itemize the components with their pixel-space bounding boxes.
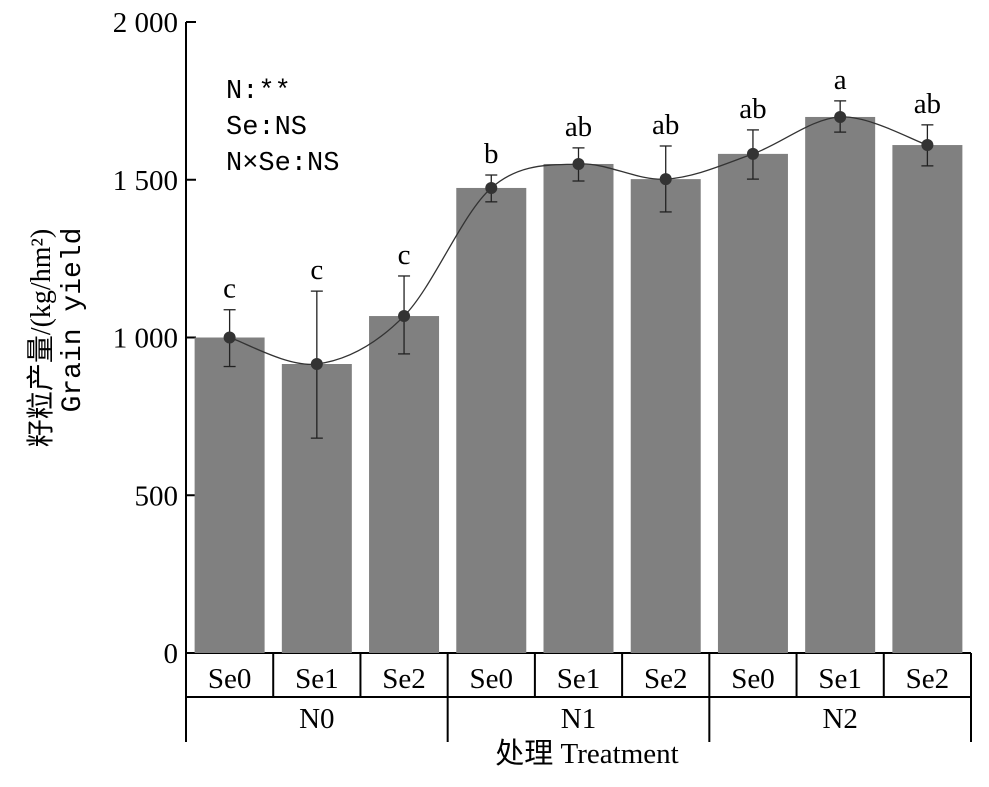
significance-letter: a (834, 64, 847, 96)
annotation-n: N:** (226, 77, 291, 107)
bar (456, 187, 527, 653)
group-label: N1 (561, 703, 596, 735)
significance-letter: ab (914, 88, 941, 120)
bars (194, 116, 963, 654)
significance-letter: ab (652, 109, 679, 141)
bar (369, 316, 440, 653)
y-tick-label: 1 500 (113, 165, 178, 197)
significance-letter: ab (565, 111, 592, 143)
bar (892, 145, 963, 654)
significance-letter: c (398, 239, 411, 271)
y-tick-label: 2 000 (113, 7, 178, 39)
x-tick-label: Se2 (382, 663, 426, 695)
x-tick-label: Se2 (644, 663, 688, 695)
x-tick-label: Se0 (731, 663, 775, 695)
group-label: N0 (299, 703, 334, 735)
annotation-nxse: N×Se:NS (226, 149, 339, 179)
annotation-se: Se:NS (226, 113, 307, 143)
x-tick-label: Se1 (295, 663, 339, 695)
y-axis-label-en: Grain yield (58, 228, 89, 413)
data-point (398, 310, 411, 323)
bar (805, 116, 876, 653)
data-point (921, 139, 934, 152)
bar (194, 337, 265, 653)
y-tick-label: 0 (164, 638, 179, 670)
x-axis-label: 处理 Treatment (495, 737, 678, 770)
x-tick-label: Se0 (470, 663, 514, 695)
y-tick-label: 500 (135, 480, 179, 512)
x-tick-label: Se2 (906, 663, 950, 695)
bar (717, 153, 788, 653)
bar (543, 163, 614, 653)
x-tick-label: Se0 (208, 663, 252, 695)
axes: 0 500 1 000 1 500 2 000 Se0 Se1 Se2 Se0 Se1 Se2 Se0… (113, 7, 972, 742)
significance-letter: ab (739, 93, 766, 125)
y-tick-label: 1 000 (113, 323, 178, 355)
x-tick-label: Se1 (557, 663, 601, 695)
y-axis-label-cn: 籽粒产量/(kg/hm²) (25, 229, 57, 447)
data-point (223, 331, 236, 344)
points (223, 110, 934, 371)
data-point (572, 157, 585, 170)
data-point (485, 181, 498, 194)
data-point (746, 147, 759, 160)
significance-letter: b (484, 138, 499, 170)
labels: c c c b ab ab ab a ab (223, 64, 941, 305)
data-point (659, 173, 672, 186)
data-point (834, 110, 847, 123)
significance-letter: c (223, 273, 236, 305)
data-point (310, 358, 323, 371)
bar (630, 179, 701, 653)
x-tick-label: Se1 (818, 663, 862, 695)
group-label: N2 (822, 703, 857, 735)
significance-letter: c (310, 254, 323, 286)
trend-line (229, 116, 928, 365)
